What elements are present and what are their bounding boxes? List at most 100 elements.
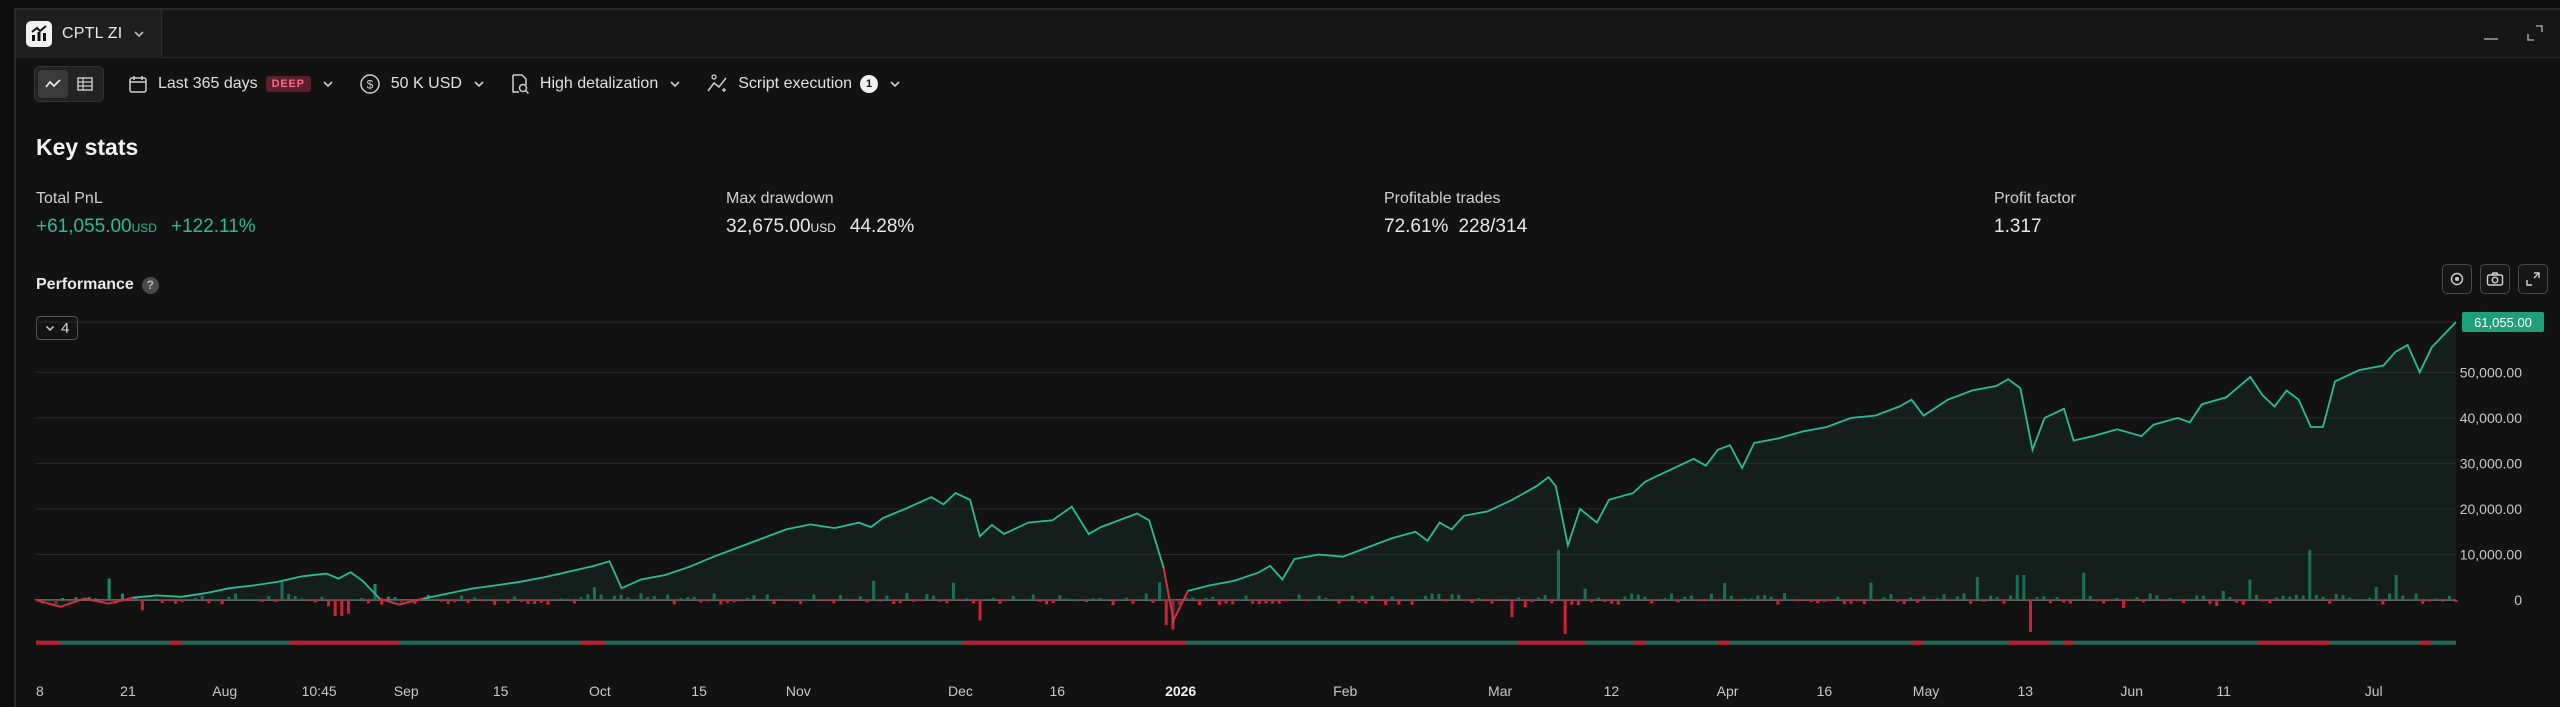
pnl-bar: [2341, 595, 2345, 600]
equity-line-negative: [108, 596, 134, 605]
pnl-bar: [1038, 600, 1042, 603]
x-tick-label: 16: [1817, 683, 1833, 699]
pnl-bar: [566, 598, 570, 600]
pnl-bar: [898, 600, 902, 604]
chevron-down-icon[interactable]: [132, 27, 146, 41]
pnl-bar: [34, 599, 38, 601]
pnl-bar: [433, 599, 437, 601]
chart-view-icon[interactable]: [38, 70, 68, 98]
x-tick-label: Dec: [948, 683, 973, 699]
pnl-bar: [1443, 600, 1447, 602]
pnl-bar: [2328, 600, 2332, 604]
pnl-bar: [1683, 596, 1687, 600]
last-value-label: 61,055.00: [2474, 315, 2532, 330]
pnl-bar: [260, 600, 264, 602]
pnl-bar: [2308, 549, 2312, 600]
pnl-bar: [752, 595, 756, 600]
pnl-bar: [672, 600, 676, 605]
pnl-bar: [2255, 594, 2259, 600]
x-tick-label: 21: [120, 683, 136, 699]
pnl-bar: [1271, 600, 1275, 604]
drawdown-strip-red: [36, 640, 61, 645]
chart-logo-icon: [26, 21, 52, 47]
x-tick-label: 13: [2017, 683, 2033, 699]
pnl-bar: [466, 600, 470, 604]
drawdown-strip-red: [2008, 640, 2050, 645]
script-label: Script execution: [738, 75, 853, 92]
pnl-bar: [2181, 600, 2185, 603]
pnl-bar: [2161, 600, 2165, 601]
pnl-bar: [1463, 600, 1467, 601]
minimize-icon[interactable]: [2480, 22, 2502, 44]
pnl-bar: [2062, 600, 2066, 603]
pnl-bar: [2321, 596, 2325, 600]
equity-line-negative: [379, 597, 400, 606]
pnl-bar: [692, 596, 696, 600]
drawdown-strip-red: [962, 640, 1186, 645]
pnl-bar: [892, 600, 896, 604]
settings-icon[interactable]: [2442, 264, 2472, 294]
pnl-bar: [2447, 595, 2451, 600]
pnl-bar: [1025, 599, 1029, 601]
pnl-bar: [1251, 600, 1255, 604]
profitable-trades-value-row: 72.61% 228/314: [1384, 216, 1527, 238]
pnl-bar: [1763, 595, 1767, 600]
pnl-bar: [1537, 597, 1541, 600]
pnl-bar: [1723, 583, 1727, 600]
pnl-bar: [2208, 600, 2212, 604]
pnl-bar: [612, 595, 616, 600]
pnl-bar: [2142, 600, 2146, 603]
y-tick-label: 40,000.00: [2460, 410, 2522, 426]
help-icon[interactable]: ?: [141, 276, 159, 294]
series-toggle[interactable]: 4: [36, 316, 79, 340]
pnl-bar: [386, 596, 390, 600]
script-execution-selector[interactable]: Script execution 1: [706, 73, 902, 95]
capital-selector[interactable]: $ 50 K USD: [359, 73, 486, 95]
pnl-bar: [446, 600, 450, 605]
series-count: 4: [61, 319, 70, 337]
pnl-bar: [1224, 600, 1228, 604]
pnl-bar: [945, 600, 949, 604]
camera-icon[interactable]: [2480, 264, 2510, 294]
pnl-bar: [1078, 599, 1082, 601]
tab-cptl-zi[interactable]: CPTL ZI: [16, 10, 162, 58]
pnl-bar: [1829, 600, 1833, 601]
pnl-bar: [1437, 593, 1441, 600]
detalization-selector[interactable]: High detalization: [510, 73, 682, 95]
equity-line-negative: [1172, 590, 1189, 621]
pnl-bar: [187, 599, 191, 601]
pnl-bar: [2088, 595, 2092, 600]
pnl-bar: [147, 599, 151, 601]
x-tick-label: 8: [36, 683, 44, 699]
pnl-bar: [353, 599, 357, 601]
pnl-bar: [300, 598, 304, 600]
fullscreen-icon[interactable]: [2518, 264, 2548, 294]
pnl-bar: [1450, 594, 1454, 600]
pnl-bar: [61, 597, 65, 600]
pnl-bar: [1217, 600, 1221, 605]
pnl-bar: [799, 600, 803, 605]
pnl-bar: [958, 600, 962, 602]
pnl-bar: [872, 580, 876, 600]
pnl-bar: [1550, 600, 1554, 604]
chevron-down-icon: [321, 77, 335, 91]
pnl-bar: [1231, 600, 1235, 605]
maximize-icon[interactable]: [2524, 22, 2546, 44]
pnl-bar: [1955, 596, 1959, 600]
pnl-bar: [2301, 595, 2305, 600]
period-selector[interactable]: Last 365 days DEEP: [128, 74, 335, 94]
window-controls: [2480, 22, 2546, 44]
pnl-bar: [120, 593, 124, 600]
table-view-icon[interactable]: [70, 70, 100, 98]
drawdown-strip-red: [2419, 640, 2432, 645]
pnl-bar: [1497, 600, 1501, 601]
pnl-bar: [327, 600, 331, 607]
pnl-bar: [1596, 597, 1600, 600]
pnl-bar: [965, 598, 969, 600]
pnl-bar: [214, 599, 218, 601]
pnl-bar: [267, 596, 271, 600]
pnl-bar: [240, 599, 244, 601]
pnl-bar: [1490, 600, 1494, 604]
pnl-bar: [1457, 594, 1461, 600]
pnl-bar: [1377, 600, 1381, 601]
